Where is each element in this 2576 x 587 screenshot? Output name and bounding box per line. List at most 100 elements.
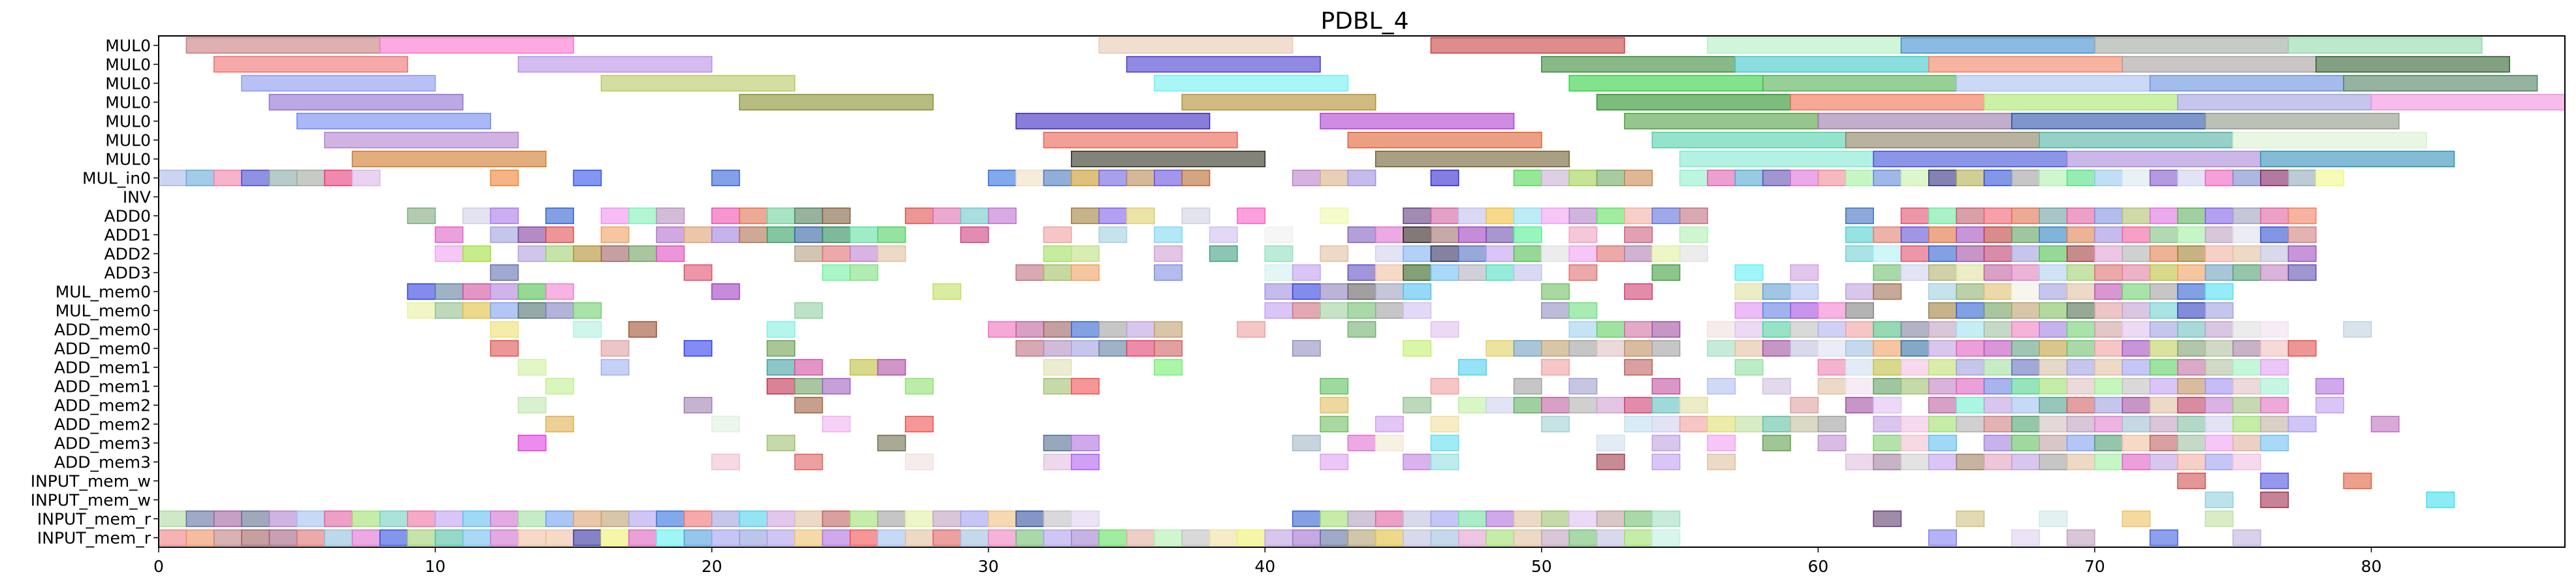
gantt-cell-r25-26: [877, 510, 906, 528]
gantt-cell-r11-43: [2204, 245, 2234, 262]
gantt-cell-r10-29: [1679, 226, 1708, 244]
gantt-cell-r15-36: [2204, 321, 2234, 338]
gantt-cell-r26-24: [821, 529, 851, 547]
gantt-cell-r26-48: [1486, 529, 1515, 547]
gantt-cell-r15-33: [2122, 321, 2151, 338]
y-tick-label: ADD_mem2: [54, 396, 151, 415]
gantt-cell-r16-11: [1403, 340, 1432, 357]
gantt-cell-r22-24: [2204, 453, 2234, 471]
gantt-cell-r25-0: [158, 510, 187, 528]
gantt-cell-r21-2: [877, 434, 906, 452]
gantt-bar-27: [1596, 93, 1791, 111]
gantt-cell-r20-9: [1651, 415, 1681, 433]
gantt-cell-r11-44: [2232, 245, 2261, 262]
gantt-cell-r14-17: [1762, 302, 1791, 319]
gantt-bar-24: [268, 93, 464, 111]
gantt-cell-r16-22: [1790, 340, 1819, 357]
gantt-cell-r19-19: [1983, 396, 2012, 414]
gantt-cell-r9-42: [2122, 207, 2151, 225]
gantt-cell-r10-5: [656, 226, 685, 244]
gantt-cell-r20-1: [711, 415, 740, 433]
gantt-cell-r10-23: [1430, 226, 1459, 244]
x-tick-label: 50: [1531, 557, 1552, 576]
gantt-cell-r21-14: [1873, 434, 1902, 452]
gantt-cell-r15-24: [1873, 321, 1902, 338]
gantt-cell-r10-7: [711, 226, 740, 244]
gantt-cell-r9-18: [1126, 207, 1155, 225]
gantt-cell-r22-23: [2177, 453, 2206, 471]
gantt-cell-r25-40: [1457, 510, 1487, 528]
gantt-cell-r14-8: [1264, 302, 1294, 319]
gantt-cell-r14-31: [2204, 302, 2234, 319]
gantt-cell-r26-32: [1043, 529, 1072, 547]
gantt-cell-r14-29: [2149, 302, 2178, 319]
gantt-cell-r21-11: [1707, 434, 1736, 452]
gantt-cell-r15-14: [1568, 321, 1598, 338]
gantt-bar-36: [1817, 112, 2012, 130]
y-tick-label: MUL_in0: [82, 169, 151, 188]
gantt-cell-r26-13: [517, 529, 547, 547]
gantt-cell-r26-59: [2232, 529, 2261, 547]
gantt-cell-r19-21: [2039, 396, 2068, 414]
gantt-cell-r18-21: [2011, 377, 2040, 395]
gantt-cell-r25-30: [987, 510, 1017, 528]
gantt-cell-r7-30: [1734, 169, 1764, 187]
gantt-bar-22: [2149, 74, 2344, 92]
gantt-cell-r14-21: [1928, 302, 1957, 319]
y-tick-label: ADD_mem1: [54, 377, 151, 396]
gantt-cell-r7-42: [2066, 169, 2095, 187]
gantt-cell-r7-25: [1568, 169, 1598, 187]
gantt-cell-r25-29: [960, 510, 989, 528]
gantt-cell-r14-18: [1790, 302, 1819, 319]
gantt-cell-r12-1: [684, 264, 712, 281]
gantt-cell-r16-15: [1568, 340, 1598, 357]
gantt-cell-r19-28: [2232, 396, 2261, 414]
gantt-cell-r7-47: [2204, 169, 2234, 187]
y-tick-label: ADD1: [104, 226, 151, 245]
gantt-cell-r13-11: [1347, 283, 1376, 300]
gantt-cell-r15-5: [1015, 321, 1045, 338]
y-tick-label: MUL0: [105, 112, 151, 131]
gantt-cell-r13-9: [1292, 283, 1321, 300]
gantt-cell-r25-45: [1596, 510, 1625, 528]
gantt-cell-r25-31: [1015, 510, 1045, 528]
gantt-cell-r17-5: [877, 358, 906, 376]
x-tick-label: 60: [1807, 557, 1828, 576]
gantt-cell-r14-1: [434, 302, 464, 319]
gantt-bar-47: [1071, 150, 1266, 168]
gantt-cell-r16-28: [1956, 340, 1985, 357]
gantt-cell-r10-8: [739, 226, 768, 244]
gantt-cell-r12-2: [821, 264, 851, 281]
gantt-cell-r11-33: [1928, 245, 1957, 262]
gantt-cell-r21-3: [1043, 434, 1072, 452]
gantt-cell-r10-9: [767, 226, 795, 244]
gantt-cell-r13-29: [2149, 283, 2178, 300]
gantt-bar-19: [1568, 74, 1764, 92]
gantt-cell-r17-0: [517, 358, 547, 376]
gantt-cell-r7-8: [490, 169, 519, 187]
gantt-cell-r14-27: [2094, 302, 2123, 319]
gantt-cell-r18-1: [767, 377, 795, 395]
gantt-cell-r11-41: [2149, 245, 2178, 262]
gantt-cell-r11-32: [1900, 245, 1930, 262]
gantt-cell-r13-12: [1375, 283, 1404, 300]
gantt-cell-r21-17: [1983, 434, 2012, 452]
gantt-cell-r7-22: [1430, 169, 1459, 187]
gantt-cell-r26-30: [987, 529, 1017, 547]
gantt-cell-r7-14: [1071, 169, 1100, 187]
gantt-cell-r25-3: [241, 510, 270, 528]
gantt-cell-r18-17: [1900, 377, 1930, 395]
gantt-cell-r10-37: [2039, 226, 2068, 244]
gantt-cell-r11-31: [1873, 245, 1902, 262]
gantt-cell-r19-8: [1541, 396, 1570, 414]
gantt-cell-r10-6: [684, 226, 712, 244]
gantt-cell-r11-46: [2287, 245, 2317, 262]
gantt-cell-r17-10: [1624, 358, 1653, 376]
gantt-cell-r12-23: [1928, 264, 1957, 281]
gantt-cell-r12-0: [490, 264, 519, 281]
gantt-cell-r17-1: [600, 358, 629, 376]
gantt-cell-r10-4: [600, 226, 629, 244]
gantt-cell-r19-0: [517, 396, 547, 414]
gantt-cell-r7-29: [1707, 169, 1736, 187]
gantt-cell-r25-5: [296, 510, 325, 528]
